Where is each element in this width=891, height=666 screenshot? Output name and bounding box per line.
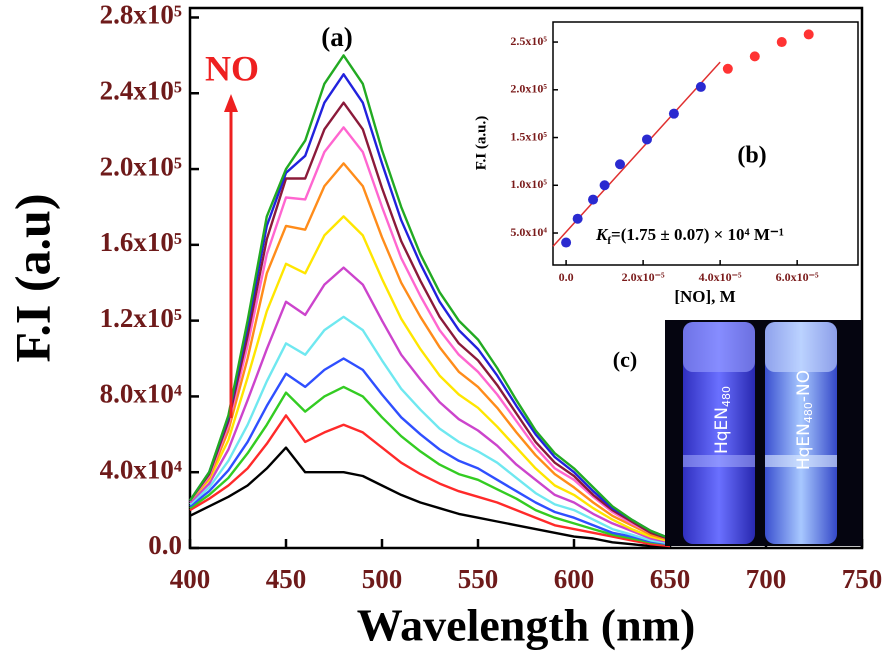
data-point (776, 37, 787, 48)
spectrum-line (189, 126, 671, 541)
x-tick-label: 6.0x10⁻⁵ (776, 270, 819, 284)
vial-meniscus (765, 455, 837, 467)
x-tick-label: 4.0x10⁻⁵ (699, 270, 742, 284)
spectrum-line (189, 385, 671, 546)
spectrum-line (189, 162, 671, 542)
x-tick-label: 650 (650, 564, 691, 594)
k-value: =(1.75 ± 0.07) × 10⁴ M⁻¹ (611, 225, 784, 244)
vial-label-text: HqEN (712, 407, 732, 454)
vial-label: HqEN480-NO (794, 370, 815, 470)
spectrum-line (189, 215, 671, 543)
spectrum-line (189, 54, 671, 540)
spectrum-line (189, 315, 671, 545)
photo: (c) HqEN480 HqEN480-NO (613, 320, 862, 546)
vial-label-text: HqEN (794, 423, 814, 470)
spectrum-line (189, 101, 671, 541)
y-tick-label: 2.8x10⁵ (100, 0, 182, 30)
data-point (561, 237, 572, 248)
x-tick-label: 500 (362, 564, 403, 594)
x-tick-label: 450 (266, 564, 307, 594)
arrow-head (224, 94, 238, 112)
x-tick-label: 600 (554, 564, 595, 594)
plot-frame (552, 21, 859, 266)
vial-meniscus (683, 455, 755, 467)
panel-label: (b) (737, 143, 766, 169)
spectrum-line (189, 446, 671, 549)
k-symbol: K (595, 225, 609, 244)
vial-label-suffix: -NO (794, 370, 814, 402)
y-tick-label: 2.0x10⁵ (100, 151, 182, 181)
y-tick-label: 2.0x10⁵ (510, 82, 547, 96)
x-tick-label: 2.0x10⁻⁵ (622, 270, 665, 284)
data-point (722, 63, 733, 74)
y-tick-label: 0.0 (148, 530, 182, 560)
vial (765, 322, 837, 544)
spectrum-line (189, 266, 671, 544)
spectrum-line (189, 357, 671, 546)
panel-label: (c) (613, 347, 637, 372)
y-axis-title: F.I (a.u) (4, 193, 60, 362)
panel-label: (a) (321, 22, 352, 52)
data-point (749, 51, 760, 62)
spectrum-line (189, 414, 671, 548)
y-tick-label: 2.5x10⁵ (510, 34, 547, 48)
y-tick-label: 4.0x10⁴ (100, 454, 182, 484)
x-tick-label: 0.0 (559, 270, 574, 284)
vial-cap (683, 322, 755, 372)
y-tick-label: 1.5x10⁵ (510, 129, 547, 143)
y-tick-label: 2.4x10⁵ (100, 75, 182, 105)
y-axis-title: F.I (a.u.) (473, 116, 489, 170)
data-point (803, 29, 814, 40)
data-point (588, 194, 599, 205)
x-axis-title: Wavelength (nm) (357, 600, 696, 651)
x-tick-label: 400 (170, 564, 211, 594)
x-tick-label: 550 (458, 564, 499, 594)
vial-label-subscript: 480 (802, 402, 815, 423)
y-tick-label: 1.6x10⁵ (100, 227, 182, 257)
inset-chart: 5.0x10⁴ 1.0x10⁵ 1.5x10⁵ 2.0x10⁵ 2.5x10⁵ 0.0 2.… (473, 21, 859, 306)
x-axis-title: [NO], M (674, 287, 735, 306)
y-tick-label: 1.2x10⁵ (100, 303, 182, 333)
y-tick-label: 8.0x10⁴ (100, 379, 182, 409)
data-point (695, 81, 706, 92)
vial-label: HqEN480 (712, 386, 733, 454)
data-point (668, 108, 679, 119)
vial-label-subscript: 480 (720, 386, 733, 407)
data-point (615, 159, 626, 170)
x-tick-label: 750 (842, 564, 883, 594)
y-tick-label: 5.0x10⁴ (510, 225, 547, 239)
data-point (641, 134, 652, 145)
data-point (572, 213, 583, 224)
k-subscript: f (607, 235, 611, 247)
arrow-label: NO (205, 48, 259, 88)
spectrum-line (189, 73, 671, 540)
data-point (599, 180, 610, 191)
vial (683, 322, 755, 544)
vial-cap (765, 322, 837, 372)
y-tick-label: 1.0x10⁵ (510, 177, 547, 191)
binding-constant: Kf=(1.75 ± 0.07) × 10⁴ M⁻¹ (595, 225, 784, 247)
x-tick-label: 700 (746, 564, 787, 594)
